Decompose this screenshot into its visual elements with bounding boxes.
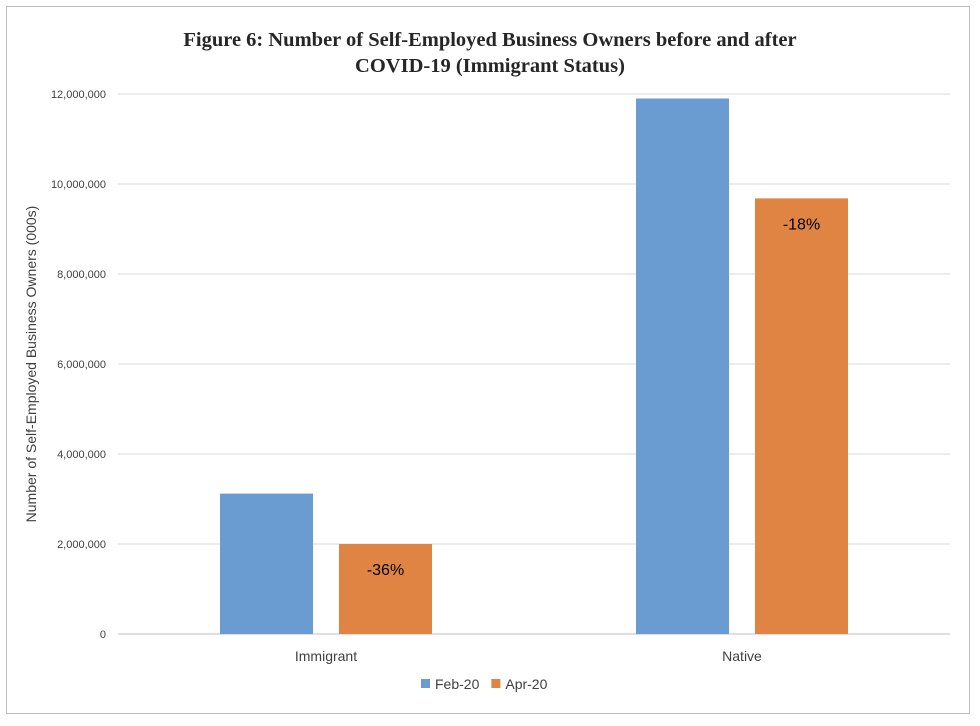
bar-immigrant-feb-20	[220, 493, 313, 634]
chart-title-line-2: COVID-19 (Immigrant Status)	[355, 55, 625, 77]
y-tick-label: 6,000,000	[57, 359, 106, 371]
legend-swatch	[421, 679, 430, 688]
bar-data-label: -36%	[367, 562, 404, 579]
bar-data-labels: -36% -18%	[367, 216, 820, 579]
x-category-label: Native	[722, 648, 762, 664]
legend: Feb-20 Apr-20	[421, 676, 548, 692]
x-category-label: Immigrant	[295, 648, 357, 664]
y-tick-label: 2,000,000	[57, 539, 106, 551]
y-tick-label: 10,000,000	[51, 179, 106, 191]
y-tick-label: 8,000,000	[57, 269, 106, 281]
bar-native-feb-20	[636, 98, 729, 634]
chart-title-line-1: Figure 6: Number of Self-Employed Busine…	[183, 29, 797, 51]
x-axis-category-labels: Immigrant Native	[295, 648, 762, 664]
bar-native-apr-20	[755, 198, 848, 634]
bars	[220, 98, 848, 634]
legend-label: Apr-20	[505, 676, 547, 692]
bar-data-label: -18%	[783, 216, 820, 233]
bar-immigrant-apr-20	[339, 544, 432, 634]
legend-swatch	[491, 679, 501, 688]
legend-label: Feb-20	[435, 676, 480, 692]
y-axis-label: Number of Self-Employed Business Owners …	[23, 206, 39, 523]
chart-title: Figure 6: Number of Self-Employed Busine…	[0, 27, 980, 79]
y-tick-label: 12,000,000	[51, 89, 106, 101]
y-axis-tick-labels: 0 2,000,000 4,000,000 6,000,000 8,000,000 10,…	[51, 89, 106, 641]
y-tick-label: 4,000,000	[57, 449, 106, 461]
y-tick-label: 0	[100, 629, 106, 641]
